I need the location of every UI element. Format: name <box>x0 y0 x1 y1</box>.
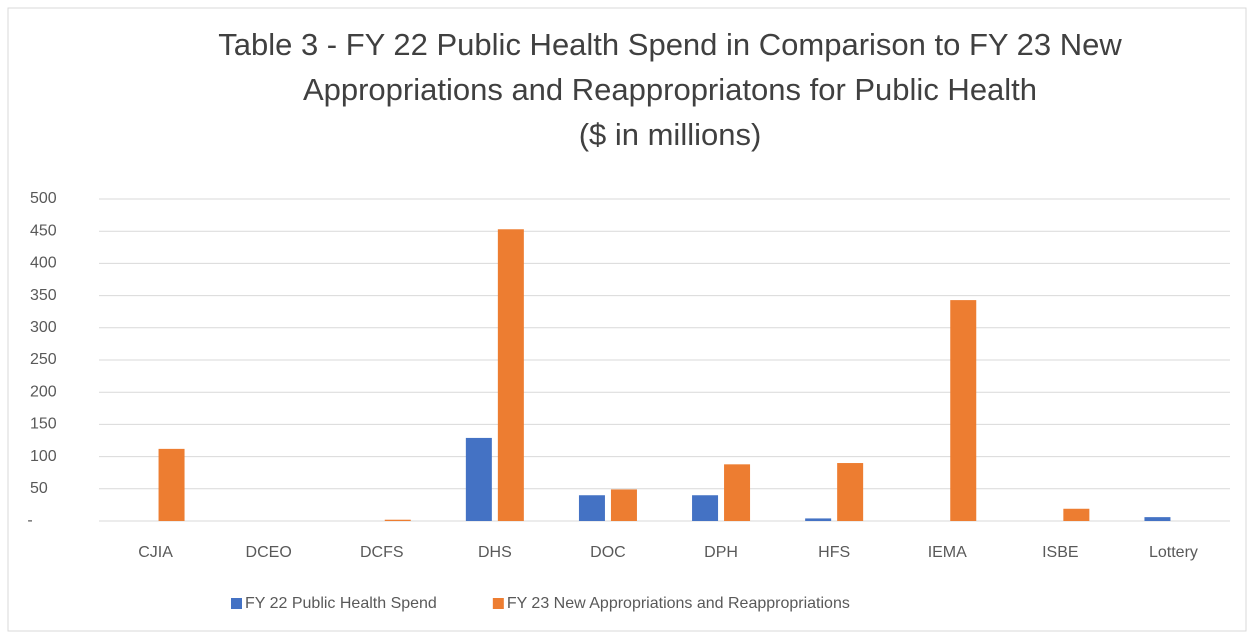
x-tick-label: DHS <box>478 544 512 561</box>
y-tick-label: 250 <box>30 351 57 368</box>
y-tick-label: - <box>27 512 32 529</box>
y-tick-label: 100 <box>30 448 57 465</box>
y-tick-label: 350 <box>30 287 57 304</box>
y-tick-label: 50 <box>30 480 48 497</box>
x-tick-label: IEMA <box>928 544 967 561</box>
bar <box>497 229 524 521</box>
legend-swatch <box>231 598 242 609</box>
chart-title: Table 3 - FY 22 Public Health Spend in C… <box>218 27 1122 62</box>
bar <box>692 495 719 521</box>
x-tick-label: DCFS <box>360 544 404 561</box>
bar <box>384 519 411 521</box>
y-tick-label: 200 <box>30 383 57 400</box>
legend-label: FY 22 Public Health Spend <box>245 595 437 612</box>
chart-border <box>7 7 1247 632</box>
y-tick-label: 500 <box>30 190 57 207</box>
x-tick-label: Lottery <box>1149 544 1198 561</box>
legend-label: FY 23 New Appropriations and Reappropria… <box>507 595 850 612</box>
y-tick-label: 300 <box>30 319 57 336</box>
legend-swatch <box>492 598 504 609</box>
bar <box>805 518 832 521</box>
bar <box>610 489 637 521</box>
bar <box>950 300 977 521</box>
x-tick-label: CJIA <box>138 544 173 561</box>
chart-title: Appropriations and Reappropriatons for P… <box>303 72 1037 107</box>
bar <box>158 448 185 521</box>
y-tick-label: 450 <box>30 222 57 239</box>
bar <box>837 463 864 521</box>
bar <box>1144 517 1171 521</box>
chart-title: ($ in millions) <box>579 117 762 152</box>
x-tick-label: ISBE <box>1042 544 1078 561</box>
y-tick-label: 150 <box>30 416 57 433</box>
bar <box>1063 508 1090 521</box>
x-tick-label: DOC <box>590 544 626 561</box>
y-tick-label: 400 <box>30 255 57 272</box>
x-tick-label: DCEO <box>246 544 292 561</box>
bar <box>724 464 751 521</box>
x-tick-label: HFS <box>818 544 850 561</box>
bar <box>465 437 492 521</box>
bar <box>578 495 605 521</box>
x-tick-label: DPH <box>704 544 738 561</box>
